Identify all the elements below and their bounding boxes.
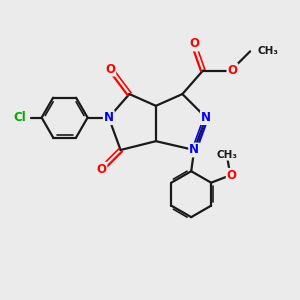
Text: O: O [227,64,237,77]
Text: CH₃: CH₃ [217,150,238,160]
Text: CH₃: CH₃ [257,46,278,56]
Text: O: O [105,62,115,76]
Text: O: O [227,169,237,182]
Text: O: O [189,38,199,50]
Text: N: N [201,111,211,124]
Text: O: O [96,163,106,176]
Text: N: N [104,111,114,124]
Text: N: N [189,143,199,157]
Text: Cl: Cl [13,111,26,124]
